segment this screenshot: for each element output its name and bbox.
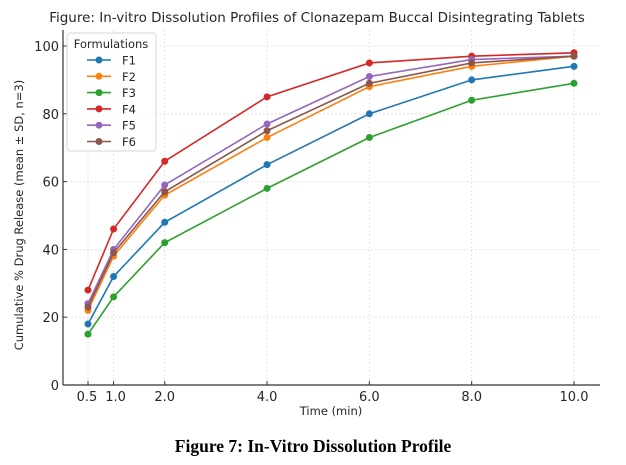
series-f3 (84, 79, 578, 338)
legend-label: F6 (122, 135, 136, 149)
data-point-f4 (263, 93, 271, 101)
y-axis-ticks: 0 20 40 60 80 100 (34, 40, 67, 394)
data-point-f6 (468, 59, 476, 67)
data-point-f3 (263, 184, 271, 192)
legend-label: F4 (122, 102, 136, 116)
x-tick-label: 1.0 (105, 390, 126, 405)
data-point-f6 (263, 127, 271, 135)
data-point-f2 (263, 134, 271, 142)
series-line-f5 (87, 55, 575, 304)
series-group (84, 49, 578, 338)
data-point-f3 (161, 239, 169, 247)
data-point-f6 (161, 188, 169, 196)
y-tick-label: 40 (42, 243, 59, 258)
data-point-f3 (570, 79, 578, 87)
y-tick-label: 80 (42, 108, 59, 123)
legend-swatch-marker (95, 56, 103, 64)
data-point-f1 (84, 320, 92, 328)
dissolution-chart: Figure: In-vitro Dissolution Profiles of… (12, 10, 600, 418)
series-f1 (84, 62, 578, 328)
series-f2 (84, 52, 578, 314)
y-tick-label: 0 (51, 379, 59, 394)
x-axis-label: Time (min) (299, 404, 362, 418)
figure-caption: Figure 7: In-Vitro Dissolution Profile (174, 436, 452, 456)
data-point-f4 (365, 59, 373, 67)
legend-item-f6: F6 (87, 135, 136, 149)
data-point-f6 (110, 249, 118, 257)
y-tick-label: 100 (34, 40, 59, 55)
x-tick-label: 10.0 (560, 390, 589, 405)
data-point-f4 (161, 157, 169, 165)
chart-title: Figure: In-vitro Dissolution Profiles of… (49, 10, 585, 26)
x-tick-label: 2.0 (154, 390, 175, 405)
legend-item-f1: F1 (87, 54, 136, 68)
legend-swatch-marker (95, 121, 103, 129)
series-f4 (84, 49, 578, 294)
data-point-f3 (365, 134, 373, 142)
data-point-f1 (468, 76, 476, 84)
y-axis-label: Cumulative % Drug Release (mean ± SD, n=… (12, 80, 26, 351)
legend: Formulations F1 F2 F3 F4 F5 F6 (66, 32, 157, 152)
y-tick-label: 20 (42, 311, 59, 326)
legend-title: Formulations (74, 37, 149, 51)
x-tick-label: 4.0 (257, 390, 278, 405)
legend-box (66, 32, 157, 152)
legend-swatch-marker (95, 138, 103, 145)
series-f6 (84, 52, 578, 311)
x-tick-label: 8.0 (461, 390, 482, 405)
legend-items: F1 F2 F3 F4 F5 F6 (87, 54, 136, 149)
legend-label: F1 (122, 54, 136, 68)
data-point-f1 (365, 110, 373, 118)
legend-label: F2 (122, 70, 136, 84)
data-point-f6 (365, 79, 373, 87)
axes (62, 30, 600, 386)
legend-label: F3 (122, 86, 136, 100)
legend-swatch-marker (95, 89, 103, 97)
series-line-f3 (87, 82, 575, 335)
x-tick-label: 6.0 (359, 390, 380, 405)
data-point-f3 (468, 96, 476, 104)
data-point-f1 (263, 161, 271, 169)
data-point-f5 (161, 181, 169, 189)
data-point-f1 (570, 62, 578, 70)
series-f5 (84, 52, 578, 308)
data-point-f6 (570, 52, 578, 60)
legend-item-f4: F4 (87, 102, 136, 116)
data-point-f1 (110, 273, 118, 281)
data-point-f4 (84, 286, 92, 294)
data-point-f5 (365, 73, 373, 81)
x-tick-label: 0.5 (77, 390, 98, 405)
x-axis-ticks: 0.5 1.0 2.0 4.0 6.0 8.0 10.0 (77, 381, 589, 405)
legend-label: F5 (122, 119, 136, 133)
legend-swatch-marker (95, 105, 103, 113)
legend-item-f3: F3 (87, 86, 136, 100)
data-point-f6 (84, 303, 92, 311)
series-line-f4 (87, 51, 575, 291)
data-point-f3 (110, 293, 118, 301)
legend-item-f2: F2 (87, 70, 136, 84)
y-tick-label: 60 (42, 176, 59, 191)
data-point-f1 (161, 218, 169, 226)
data-point-f3 (84, 330, 92, 338)
legend-swatch-marker (95, 72, 103, 80)
data-point-f5 (263, 120, 271, 128)
data-point-f4 (110, 225, 118, 233)
legend-item-f5: F5 (87, 119, 136, 133)
